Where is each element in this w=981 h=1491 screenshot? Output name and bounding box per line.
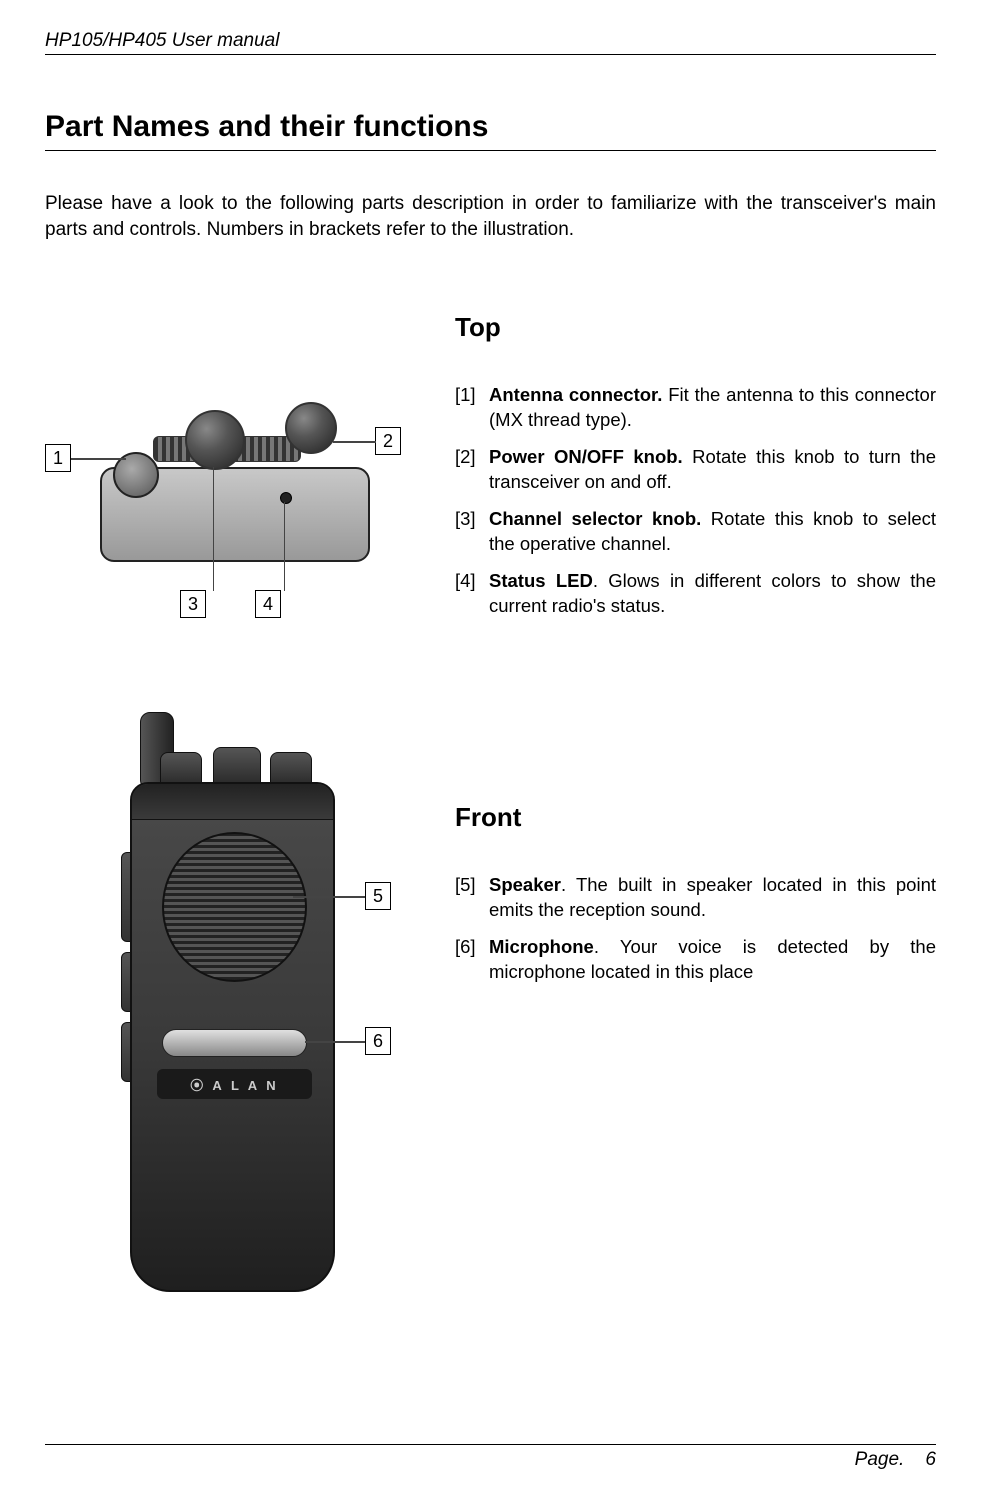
top-diagram-col: 1 2 3 4: [45, 312, 445, 642]
page-footer: Page. 6: [45, 1444, 936, 1471]
lead-3: [213, 467, 214, 591]
item-body: Status LED. Glows in different colors to…: [489, 569, 936, 619]
item-num: [3]: [455, 507, 489, 557]
top-title: Top: [455, 312, 936, 343]
channel-knob: [185, 410, 245, 470]
item-bold: Channel selector knob.: [489, 508, 701, 529]
lead-4: [284, 502, 285, 591]
front-top-shadow: [132, 784, 333, 820]
top-text-col: Top [1] Antenna connector. Fit the anten…: [445, 312, 936, 631]
item-bold: Power ON/OFF knob.: [489, 446, 683, 467]
callout-5: 5: [365, 882, 391, 910]
callout-1: 1: [45, 444, 71, 472]
section-intro: Please have a look to the following part…: [45, 191, 936, 242]
doc-header: HP105/HP405 User manual: [45, 30, 936, 55]
front-item-5: [5] Speaker. The built in speaker locate…: [455, 873, 936, 923]
item-body: Speaker. The built in speaker located in…: [489, 873, 936, 923]
item-body: Antenna connector. Fit the antenna to th…: [489, 383, 936, 433]
top-item-4: [4] Status LED. Glows in different color…: [455, 569, 936, 619]
item-body: Power ON/OFF knob. Rotate this knob to t…: [489, 445, 936, 495]
front-title: Front: [455, 802, 936, 833]
speaker-grille: [162, 832, 307, 982]
item-bold: Status LED: [489, 570, 593, 591]
lead-1: [71, 458, 126, 459]
item-bold: Speaker: [489, 874, 561, 895]
front-diagram-col: ⦿ A L A N 5 6: [45, 702, 445, 1322]
top-diagram: 1 2 3 4: [45, 352, 405, 642]
item-body: Channel selector knob. Rotate this knob …: [489, 507, 936, 557]
page-label: Page.: [855, 1449, 905, 1470]
top-subsection: 1 2 3 4 Top [1] Antenna connector. Fit t…: [45, 312, 936, 642]
top-item-1: [1] Antenna connector. Fit the antenna t…: [455, 383, 936, 433]
callout-3: 3: [180, 590, 206, 618]
power-knob: [285, 402, 337, 454]
item-num: [6]: [455, 935, 489, 985]
lead-6: [305, 1041, 365, 1042]
front-diagram: ⦿ A L A N 5 6: [45, 702, 425, 1322]
item-num: [2]: [455, 445, 489, 495]
item-num: [5]: [455, 873, 489, 923]
brand-label: ⦿ A L A N: [157, 1069, 312, 1099]
item-bold: Antenna connector.: [489, 384, 662, 405]
front-text-col: Front [5] Speaker. The built in speaker …: [445, 702, 936, 997]
top-item-3: [3] Channel selector knob. Rotate this k…: [455, 507, 936, 557]
mic-slot: [162, 1029, 307, 1057]
callout-2: 2: [375, 427, 401, 455]
front-subsection: ⦿ A L A N 5 6 Front [5] Speaker. The bui…: [45, 702, 936, 1322]
top-item-2: [2] Power ON/OFF knob. Rotate this knob …: [455, 445, 936, 495]
section-title: Part Names and their functions: [45, 110, 936, 151]
callout-4: 4: [255, 590, 281, 618]
front-item-6: [6] Microphone. Your voice is detected b…: [455, 935, 936, 985]
radio-front-body: ⦿ A L A N: [130, 782, 335, 1292]
callout-6: 6: [365, 1027, 391, 1055]
item-bold: Microphone: [489, 936, 594, 957]
item-num: [1]: [455, 383, 489, 433]
lead-2: [333, 441, 376, 442]
item-num: [4]: [455, 569, 489, 619]
lead-5: [293, 896, 365, 897]
page-number: 6: [925, 1449, 936, 1470]
item-body: Microphone. Your voice is detected by th…: [489, 935, 936, 985]
